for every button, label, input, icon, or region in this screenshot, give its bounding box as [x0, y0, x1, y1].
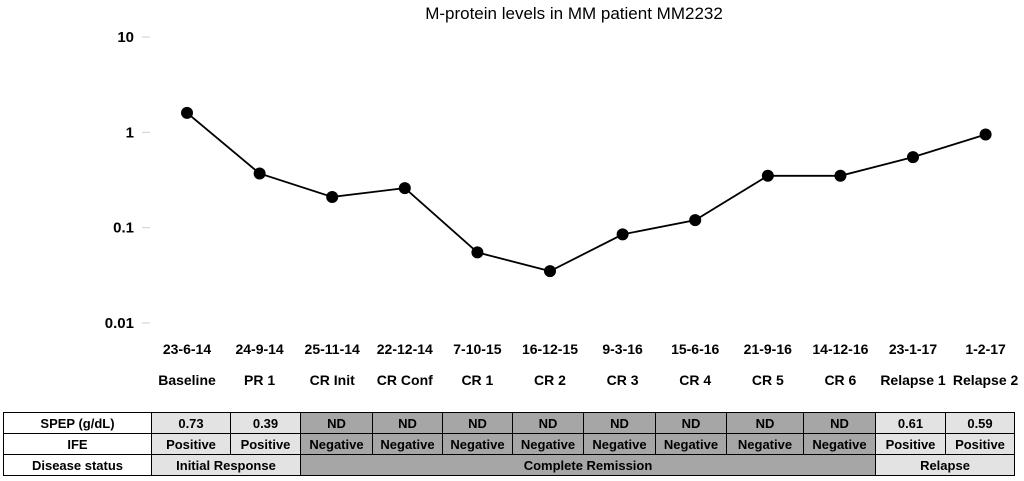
table-cell: ND	[803, 412, 876, 434]
table-row: SPEP (g/dL) 0.73 0.39 ND ND ND ND ND ND ND ND 0.61 0…	[3, 412, 1015, 434]
x-date-label: 16-12-15	[522, 341, 578, 357]
table-cell: Negative	[726, 433, 804, 455]
table-cell: Negative	[300, 433, 373, 455]
table-cell: Relapse	[875, 454, 1015, 476]
table-cell: ND	[726, 412, 804, 434]
x-category-label: Relapse 2	[953, 372, 1019, 388]
table-row: Disease status Initial Response Complete R…	[3, 454, 1015, 476]
data-point	[253, 167, 266, 180]
x-category-label: CR Init	[310, 372, 355, 388]
x-category-label: CR 5	[752, 372, 784, 388]
x-category-label: CR 2	[534, 372, 566, 388]
table-cell: 0.39	[230, 412, 301, 434]
table-cell: Positive	[945, 433, 1015, 455]
row-header: IFE	[3, 433, 152, 455]
data-point	[616, 228, 629, 241]
table-cell: ND	[655, 412, 727, 434]
table-cell: ND	[300, 412, 373, 434]
x-category-label: Relapse 1	[880, 372, 946, 388]
y-axis: 10 1 0.1 0.01	[105, 29, 150, 332]
table-cell: 0.59	[945, 412, 1015, 434]
table-cell: Initial Response	[151, 454, 301, 476]
x-category-label: CR 3	[607, 372, 639, 388]
x-date-label: 22-12-14	[377, 341, 433, 357]
table-cell: ND	[372, 412, 443, 434]
y-tick-label: 10	[117, 29, 134, 46]
x-date-label: 9-3-16	[602, 341, 643, 357]
x-date-label: 15-6-16	[671, 341, 719, 357]
x-date-label: 1-2-17	[965, 341, 1006, 357]
table-cell: Complete Remission	[300, 454, 876, 476]
row-header: SPEP (g/dL)	[3, 412, 152, 434]
x-date-label: 23-1-17	[889, 341, 937, 357]
x-category-label: CR 4	[679, 372, 711, 388]
status-table: SPEP (g/dL) 0.73 0.39 ND ND ND ND ND ND ND ND 0.61 0…	[3, 412, 1015, 476]
data-point	[398, 182, 411, 195]
x-date-label: 7-10-15	[453, 341, 501, 357]
chart-title: M-protein levels in MM patient MM2232	[425, 4, 723, 23]
row-header: Disease status	[3, 454, 152, 476]
table-cell: ND	[512, 412, 584, 434]
data-point	[907, 151, 919, 164]
table-row: IFE Positive Positive Negative Negative Negat…	[3, 433, 1015, 455]
x-axis: 23-6-14 24-9-14 25-11-14 22-12-14 7-10-15 16-…	[158, 341, 1018, 388]
x-category-label: CR 1	[461, 372, 493, 388]
x-date-label: 14-12-16	[812, 341, 868, 357]
y-tick-label: 1	[126, 124, 134, 141]
series-line	[186, 112, 986, 273]
x-category-label: Baseline	[158, 372, 216, 388]
data-point	[326, 190, 339, 203]
data-point	[834, 169, 847, 182]
table-cell: Negative	[512, 433, 584, 455]
x-date-label: 23-6-14	[163, 341, 211, 357]
table-cell: Negative	[655, 433, 727, 455]
x-category-label: CR Conf	[377, 372, 433, 388]
table-cell: Negative	[442, 433, 513, 455]
y-tick-label: 0.01	[105, 315, 134, 332]
table-cell: ND	[583, 412, 656, 434]
data-point	[689, 214, 702, 227]
table-cell: Negative	[583, 433, 656, 455]
x-date-label: 21-9-16	[744, 341, 792, 357]
table-cell: 0.73	[151, 412, 231, 434]
x-category-label: CR 6	[824, 372, 856, 388]
x-date-label: 24-9-14	[235, 341, 283, 357]
table-cell: ND	[442, 412, 513, 434]
table-cell: Negative	[372, 433, 443, 455]
data-point	[471, 246, 484, 259]
series-line-group	[181, 106, 992, 278]
data-point	[181, 106, 193, 119]
y-tick-label: 0.1	[113, 220, 134, 237]
table-cell: 0.61	[875, 412, 946, 434]
table-cell: Positive	[875, 433, 946, 455]
chart: M-protein levels in MM patient MM2232 10…	[105, 4, 1019, 388]
x-category-label: PR 1	[244, 372, 275, 388]
table-cell: Negative	[803, 433, 876, 455]
table-cell: Positive	[230, 433, 301, 455]
table-cell: Positive	[151, 433, 231, 455]
data-point	[544, 265, 556, 278]
x-date-label: 25-11-14	[305, 341, 360, 357]
data-point	[761, 169, 774, 182]
data-point	[979, 128, 992, 141]
